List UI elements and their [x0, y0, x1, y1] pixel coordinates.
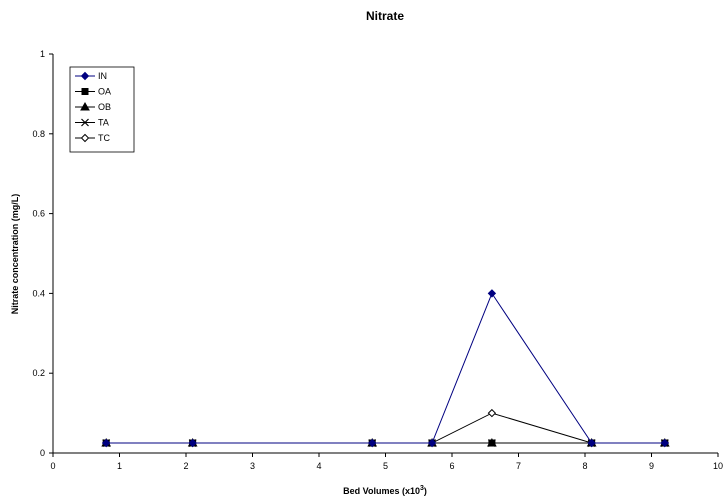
- x-tick-label: 6: [449, 461, 454, 471]
- y-tick-label: 0: [40, 448, 45, 458]
- y-axis-ticks: 0 0.2 0.4 0.6 0.8 1: [32, 49, 53, 458]
- legend-label: IN: [98, 71, 107, 81]
- data-point-tc: [487, 408, 497, 418]
- legend-marker: [80, 101, 90, 111]
- x-tick-label: 4: [316, 461, 321, 471]
- series-line-in: [106, 292, 665, 444]
- data-point-in: [487, 289, 497, 298]
- legend-marker: [81, 88, 89, 95]
- legend-item-tc: TC: [75, 133, 110, 143]
- data-point-in: [587, 438, 596, 448]
- x-tick-label: 5: [383, 461, 388, 471]
- legend-marker: [81, 118, 89, 127]
- x-axis-ticks: 0 1 2 3 4 5 6 7 8 9 10: [50, 453, 723, 471]
- data-point-oa: [488, 439, 496, 447]
- legend-label: OA: [98, 87, 111, 97]
- x-axis-label: Bed Volumes (x103): [343, 485, 427, 496]
- x-tick-label: 0: [50, 461, 55, 471]
- x-tick-label: 8: [582, 461, 587, 471]
- data-point-in: [101, 438, 111, 448]
- data-point-in: [427, 438, 437, 448]
- series-tc: [101, 408, 670, 448]
- series-in: [101, 289, 670, 448]
- legend-marker: [80, 133, 90, 143]
- data-point-in: [188, 438, 197, 448]
- chart-title: Nitrate: [366, 9, 404, 23]
- x-tick-label: 10: [713, 461, 723, 471]
- y-tick-label: 0.6: [32, 209, 45, 219]
- x-axis-label-superscript: 3: [420, 485, 424, 492]
- x-axis-label-close: ): [424, 486, 427, 496]
- data-point-in: [367, 438, 377, 448]
- legend-label: TC: [98, 133, 110, 143]
- y-axis-label: Nitrate concentration (mg/L): [10, 194, 20, 315]
- legend-label: TA: [98, 118, 109, 128]
- legend-item-ta: TA: [75, 118, 109, 128]
- x-tick-label: 1: [117, 461, 122, 471]
- y-tick-label: 0.4: [32, 288, 45, 298]
- series-layer: [101, 289, 670, 448]
- legend-item-ob: OB: [75, 101, 111, 112]
- x-axis-label-text: Bed Volumes (x10: [343, 486, 420, 496]
- legend-label: OB: [98, 102, 111, 112]
- legend-item-oa: OA: [75, 87, 111, 97]
- y-tick-label: 0.8: [32, 129, 45, 139]
- y-tick-label: 1: [40, 49, 45, 59]
- data-point-in: [660, 438, 670, 448]
- plot-area: [52, 54, 718, 454]
- x-tick-label: 9: [649, 461, 654, 471]
- legend-item-in: IN: [75, 71, 107, 81]
- y-tick-label: 0.2: [32, 368, 45, 378]
- legend: IN OA OB TA TC: [69, 66, 135, 153]
- x-tick-label: 2: [183, 461, 188, 471]
- legend-marker: [80, 71, 90, 81]
- series-line-tc: [106, 412, 665, 444]
- x-tick-label: 7: [516, 461, 521, 471]
- x-tick-label: 3: [250, 461, 255, 471]
